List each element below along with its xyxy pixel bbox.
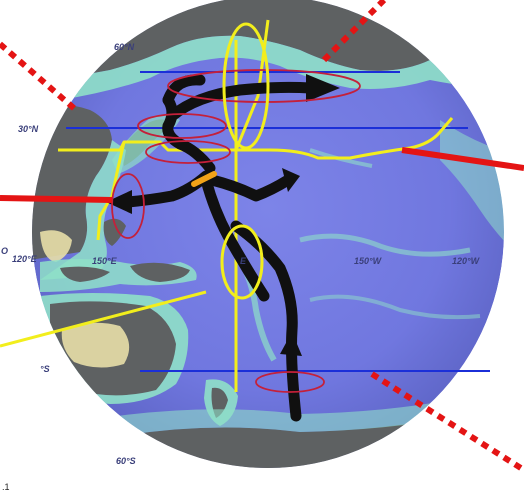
north-shelf xyxy=(32,35,504,106)
arrowhead-west xyxy=(106,190,132,214)
asia-land xyxy=(32,103,112,260)
ellipse-yellow-north xyxy=(222,22,270,150)
yellow-marker-sw xyxy=(0,290,207,348)
ellipse-30n xyxy=(137,113,227,139)
red-dotted-se xyxy=(370,371,524,473)
asia-beige xyxy=(40,230,72,262)
label-120w: 120°W xyxy=(452,256,481,266)
arrowhead-east-north xyxy=(306,74,340,102)
red-dotted-nw xyxy=(0,41,78,113)
australia-beige xyxy=(61,322,130,368)
label-30n: 30°N xyxy=(18,124,39,134)
current-arrows xyxy=(122,74,316,422)
pacific-islands-2 xyxy=(309,294,481,320)
asia-shelf xyxy=(40,140,126,280)
red-marker-east xyxy=(401,147,524,171)
nw-loop-arrow xyxy=(162,74,206,106)
label-150w: 150°W xyxy=(354,256,383,266)
label-edge-left: O xyxy=(1,246,8,256)
southern-shelf xyxy=(90,394,480,440)
ellipse-30n-b xyxy=(145,140,231,164)
philippines xyxy=(103,218,126,246)
meridional-section-ne xyxy=(234,19,270,151)
label-120e: 120°E xyxy=(12,254,38,264)
label-180: E xyxy=(240,256,247,266)
orange-marker xyxy=(191,171,217,187)
pacific-islands-1 xyxy=(299,233,471,257)
label-60s: 60°S xyxy=(116,456,136,466)
ellipse-south xyxy=(255,371,325,393)
south-pacific-arrow-2 xyxy=(230,220,302,422)
arrowhead-east xyxy=(282,168,300,192)
label-60n: 60°N xyxy=(114,42,135,52)
western-boundary-arrow xyxy=(162,94,216,174)
red-markers xyxy=(0,0,524,473)
kuroshio-extension-arrow xyxy=(166,81,316,122)
red-ellipses xyxy=(111,69,361,393)
zonal-section-north xyxy=(58,117,454,160)
ellipse-yellow-equator xyxy=(220,224,264,300)
indonesia-land xyxy=(60,266,110,282)
new-guinea xyxy=(130,262,190,282)
yellow-ellipses xyxy=(220,22,270,300)
arrowhead-north-south xyxy=(280,332,302,356)
equatorial-east-arrow xyxy=(206,174,294,202)
label-30s: °S xyxy=(40,364,50,374)
ellipse-mindanao xyxy=(111,173,145,239)
red-dotted-ne xyxy=(321,0,387,63)
blue-section-lines xyxy=(66,71,490,372)
red-marker-west xyxy=(0,195,113,203)
ellipse-north xyxy=(167,69,361,103)
arrowheads xyxy=(106,74,340,356)
figure-number: .1 xyxy=(2,482,10,492)
grid-labels: 60°N 30°N 120°E 150°E E 150°W 120°W °S 6… xyxy=(1,42,481,492)
label-150e: 150°E xyxy=(92,256,118,266)
globe xyxy=(32,0,504,468)
